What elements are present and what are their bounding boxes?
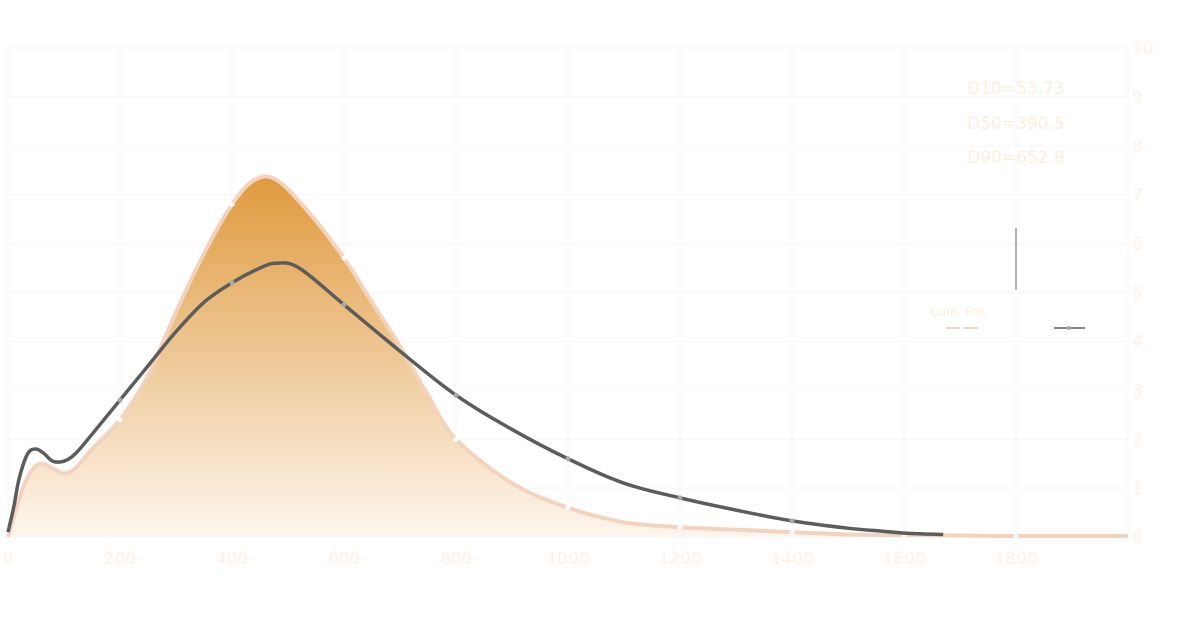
- area-point: [565, 505, 571, 511]
- y-tick-label: 0: [1132, 528, 1143, 548]
- y-tick-label: 10: [1132, 39, 1154, 59]
- x-tick-label: 0: [3, 549, 14, 569]
- area-fill: [8, 176, 1128, 537]
- y-tick-label: 2: [1132, 430, 1143, 450]
- area-point: [789, 529, 795, 535]
- area-outline: [6, 174, 1128, 539]
- y-tick-label: 8: [1132, 137, 1143, 157]
- x-tick-label: 200: [104, 549, 136, 569]
- line-point: [229, 280, 235, 286]
- x-tick-label: 1200: [658, 549, 701, 569]
- x-tick-label: 600: [328, 549, 360, 569]
- line-point: [565, 456, 571, 462]
- x-tick-label: 1400: [770, 549, 813, 569]
- line-point: [677, 495, 683, 501]
- stat-d10: D10=53.73: [967, 79, 1065, 99]
- x-tick-label: 1800: [994, 549, 1037, 569]
- area-point: [1013, 533, 1019, 539]
- stat-d50: D50=390.5: [967, 114, 1065, 134]
- line-series: [6, 261, 944, 537]
- legend-swatch-line: [1054, 326, 1085, 330]
- line-point: [117, 397, 123, 403]
- legend: Cum. Fre.: [930, 228, 1085, 330]
- y-axis-ticks: 0 1 2 3 4 5 6 7 8 9 10: [1132, 39, 1154, 548]
- x-axis-ticks: 0 200 400 600 800 1000 1200 1400 1600 1800: [3, 549, 1038, 569]
- x-tick-label: 1600: [882, 549, 925, 569]
- legend-swatch-area: [946, 326, 978, 330]
- area-point: [677, 524, 683, 530]
- area-series: [6, 174, 1128, 539]
- line-point: [453, 392, 459, 398]
- x-tick-label: 800: [440, 549, 472, 569]
- y-tick-label: 3: [1132, 381, 1143, 401]
- line-point: [341, 302, 347, 308]
- x-tick-label: 400: [216, 549, 248, 569]
- x-tick-label: 1000: [546, 549, 589, 569]
- y-tick-label: 1: [1132, 479, 1143, 499]
- legend-label-cum-fre: Cum. Fre.: [930, 305, 987, 319]
- y-tick-label: 5: [1132, 284, 1143, 304]
- area-point: [341, 255, 347, 261]
- line-point: [789, 518, 795, 524]
- stat-d90: D90=652.9: [967, 148, 1065, 168]
- y-tick-label: 6: [1132, 235, 1143, 255]
- area-point: [229, 201, 235, 207]
- y-tick-label: 7: [1132, 186, 1143, 206]
- y-tick-label: 4: [1132, 332, 1143, 352]
- line-path: [6, 261, 944, 537]
- area-point: [117, 417, 123, 423]
- y-tick-label: 9: [1132, 88, 1143, 108]
- stats-box: D10=53.73 D50=390.5 D90=652.9: [967, 79, 1065, 168]
- area-point: [453, 436, 459, 442]
